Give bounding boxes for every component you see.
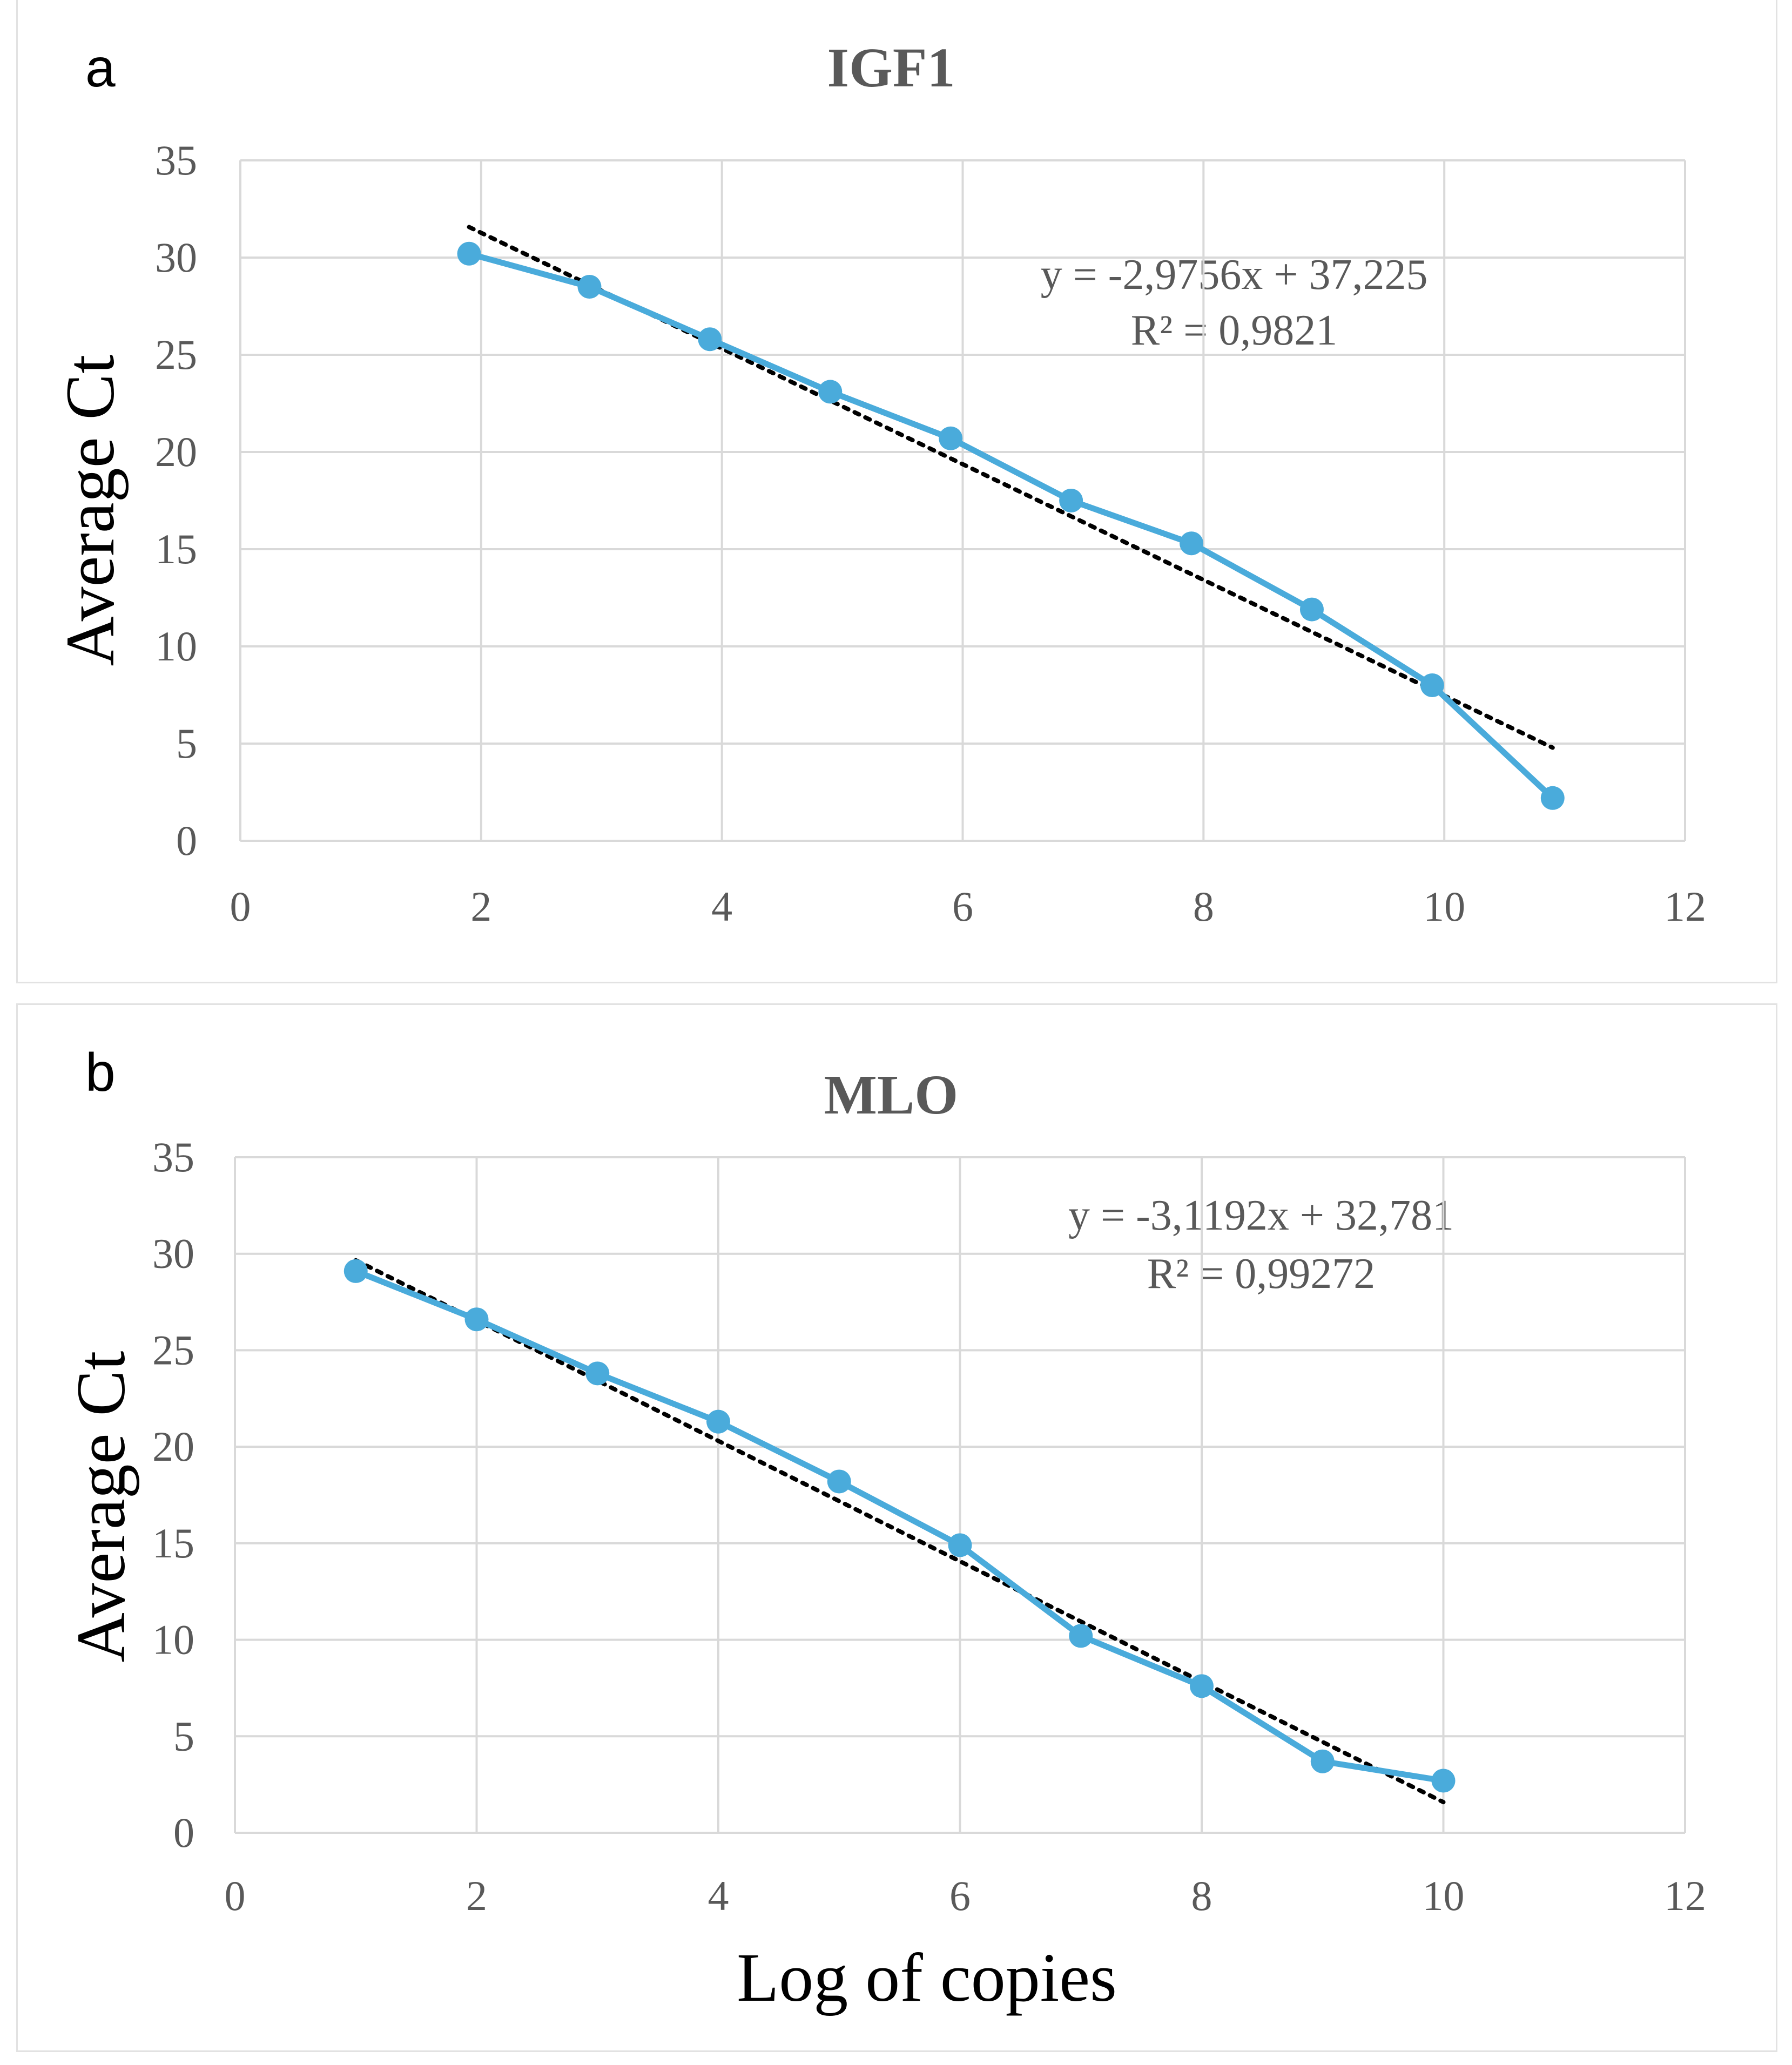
panel-a-y-tick-label: 10 xyxy=(155,623,197,670)
panel-b-plot: 0 2 4 6 8 10 12 0 5 10 15 20 25 30 35 xyxy=(152,1133,1706,1919)
panel-a-series-line xyxy=(468,251,1555,800)
panel-a-data-point xyxy=(1420,673,1444,697)
panel-a-data-point xyxy=(1540,786,1565,810)
chart-panel-a xyxy=(16,0,1777,983)
panel-a-y-tick-label: 15 xyxy=(155,525,197,572)
panel-b-data-point xyxy=(464,1307,489,1332)
panel-b-y-tick-label: 10 xyxy=(152,1616,194,1663)
panel-b-x-axis-label: Log of copies xyxy=(737,1939,1117,2016)
panel-b-title: MLO xyxy=(824,1064,958,1126)
panel-a-y-tick-label: 0 xyxy=(176,817,197,864)
panel-a-y-tick-label: 35 xyxy=(155,137,197,184)
panel-a-y-axis-label: Average Ct xyxy=(52,355,129,666)
panel-a-data-point xyxy=(1180,531,1204,556)
panel-a-y-tick-label: 25 xyxy=(155,331,197,378)
panel-b-x-tick-label: 4 xyxy=(708,1872,729,1919)
panel-b-data-point xyxy=(1069,1624,1093,1648)
panel-b-trendline xyxy=(353,1258,1446,1805)
panel-b-x-tick-label: 0 xyxy=(225,1872,246,1919)
panel-b-y-tick-label: 15 xyxy=(152,1520,194,1567)
chart-panel-b xyxy=(16,1003,1777,2052)
panel-b-y-tick-label: 5 xyxy=(173,1712,194,1759)
panel-a-data-point xyxy=(818,380,843,404)
panel-a-plot: 0 2 4 6 8 10 12 0 5 10 15 20 25 30 35 xyxy=(155,137,1706,930)
panel-b-series-line xyxy=(354,1268,1444,1784)
panel-a-equation: y = -2,9756x + 37,225 xyxy=(1041,251,1428,299)
panel-b-y-tick-label: 20 xyxy=(152,1423,194,1470)
panel-b-data-point xyxy=(585,1361,610,1386)
panel-b-x-tick-label: 2 xyxy=(466,1872,487,1919)
panel-b-data-point xyxy=(1190,1674,1214,1698)
panel-b-letter: b xyxy=(85,1042,116,1103)
panel-a-title: IGF1 xyxy=(827,37,955,99)
panel-a-y-tick-label: 5 xyxy=(176,720,197,767)
panel-a-x-tick-label: 4 xyxy=(711,883,732,930)
panel-a-data-point xyxy=(577,275,602,299)
panel-a-x-tick-label: 0 xyxy=(230,883,251,930)
panel-a-data-point xyxy=(1299,597,1324,622)
panel-a-x-tick-label: 6 xyxy=(952,883,973,930)
panel-a-x-tick-label: 2 xyxy=(470,883,491,930)
panel-b-r-squared: R² = 0,99272 xyxy=(1147,1250,1375,1298)
panel-b-equation: y = -3,1192x + 32,781 xyxy=(1068,1192,1454,1239)
panel-a-x-tick-label: 10 xyxy=(1423,883,1465,930)
panel-b-data-point xyxy=(827,1469,851,1494)
panel-a-data-point xyxy=(698,327,722,352)
panel-a-y-tick-label: 20 xyxy=(155,428,197,475)
panel-b-data-point xyxy=(948,1533,972,1557)
panel-a-letter: a xyxy=(85,38,116,98)
panel-a-data-point xyxy=(939,426,963,450)
panel-a-r-squared: R² = 0,9821 xyxy=(1131,307,1337,354)
panel-b-data-point xyxy=(1310,1749,1335,1773)
panel-b-data-point xyxy=(343,1259,368,1283)
panel-b-y-tick-label: 35 xyxy=(152,1133,194,1180)
panel-a-data-point xyxy=(457,241,481,266)
panel-b-y-axis-label: Average Ct xyxy=(63,1351,139,1663)
panel-b-data-point xyxy=(706,1409,730,1434)
panel-a-x-tick-label: 8 xyxy=(1193,883,1214,930)
panel-b-x-tick-label: 8 xyxy=(1191,1872,1212,1919)
panel-b-x-tick-label: 6 xyxy=(949,1872,971,1919)
panel-b-x-tick-label: 12 xyxy=(1664,1872,1706,1919)
panel-b-y-tick-label: 25 xyxy=(152,1326,194,1373)
panel-b-y-tick-label: 0 xyxy=(173,1809,194,1856)
panel-a-data-point xyxy=(1059,489,1083,512)
panel-b-y-tick-label: 30 xyxy=(152,1230,194,1277)
panel-b-data-point xyxy=(1431,1769,1456,1793)
panel-a-y-tick-label: 30 xyxy=(155,234,197,281)
panel-b-x-tick-label: 10 xyxy=(1423,1872,1465,1919)
panel-a-x-tick-label: 12 xyxy=(1664,883,1706,930)
